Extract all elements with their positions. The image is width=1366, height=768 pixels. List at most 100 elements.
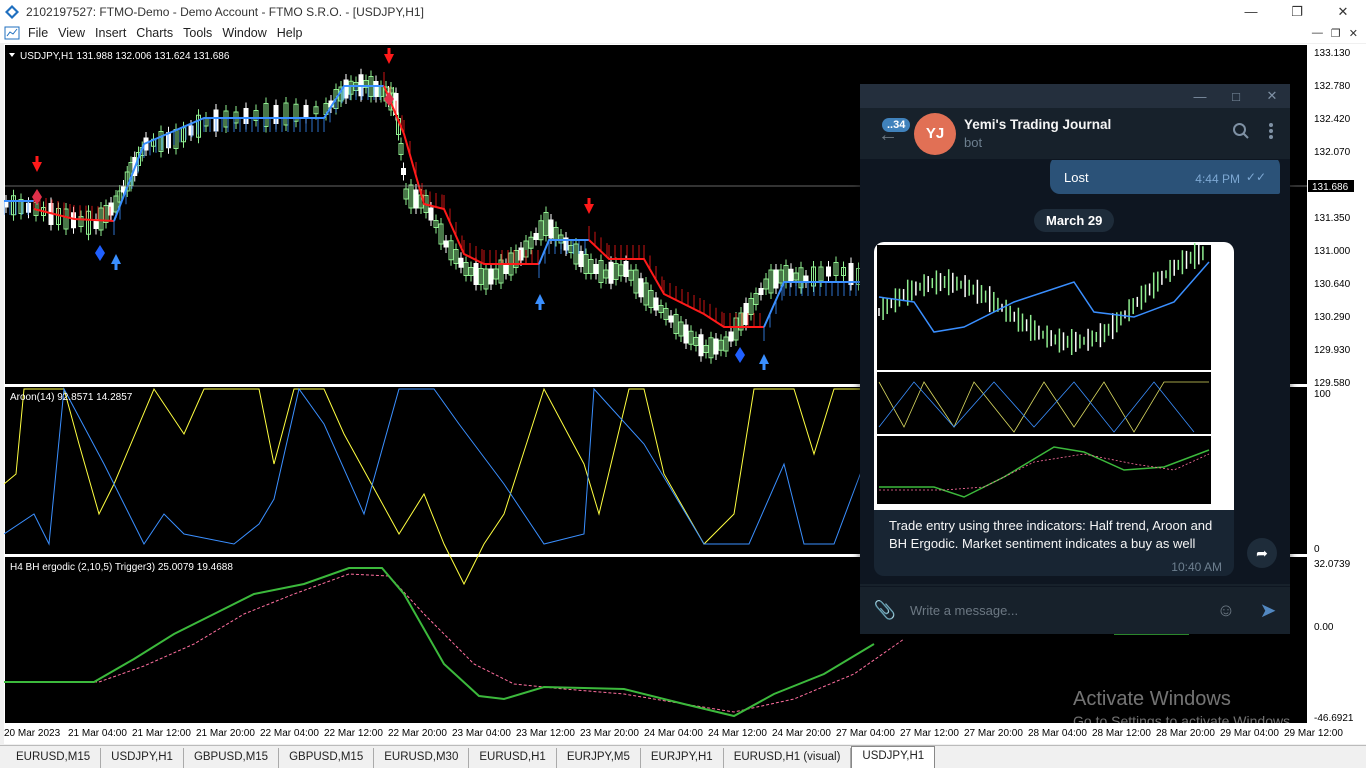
restore-icon[interactable]: ❐	[1291, 3, 1303, 19]
tab-eurusd-h1[interactable]: EURUSD,H1	[469, 748, 557, 768]
tab-eurjpy-m5[interactable]: EURJPY,M5	[556, 748, 641, 768]
signal-arrows	[32, 48, 769, 370]
aroon-axis-max: 100	[1314, 389, 1331, 400]
menu-window[interactable]: Window	[222, 26, 267, 40]
message-time: 4:44 PM	[1195, 172, 1240, 186]
time-axis-label: 27 Mar 20:00	[964, 728, 1023, 739]
chart-window-icon[interactable]	[4, 25, 20, 41]
photo-message[interactable]: Trade entry using three indicators: Half…	[874, 242, 1234, 576]
price-axis-label: 131.350	[1314, 213, 1351, 224]
tab-usdjpy-h1[interactable]: USDJPY,H1	[101, 748, 184, 768]
chart-header: USDJPY,H1 131.988 132.006 131.624 131.68…	[20, 51, 230, 62]
ergodic-axis-max: 32.0739	[1314, 559, 1351, 570]
menu-view[interactable]: View	[58, 26, 86, 40]
menu-file[interactable]: File	[28, 26, 49, 40]
price-axis-label: 129.930	[1314, 345, 1351, 356]
tg-maximize-icon[interactable]: □	[1232, 88, 1240, 104]
time-axis-label: 22 Mar 12:00	[324, 728, 383, 739]
minimize-icon[interactable]: —	[1244, 4, 1258, 19]
menu-help[interactable]: Help	[276, 26, 303, 40]
date-separator: March 29	[1034, 209, 1115, 232]
double-check-icon: ✓✓	[1245, 170, 1266, 184]
time-axis-label: 21 Mar 20:00	[196, 728, 255, 739]
tab-eurusd-m30[interactable]: EURUSD,M30	[374, 748, 470, 768]
more-vertical-icon[interactable]	[1268, 122, 1274, 140]
tab-eurusd-h1-visual-[interactable]: EURUSD,H1 (visual)	[723, 748, 852, 768]
current-price-tag	[1308, 180, 1354, 192]
price-axis-label: 132.420	[1314, 114, 1351, 125]
current-price-label: 131.686	[1312, 182, 1349, 193]
child-minimize-icon[interactable]: —	[1311, 26, 1323, 39]
price-axis-label: 132.780	[1314, 81, 1351, 92]
chart-tabs: EURUSD,M15 USDJPY,H1 GBPUSD,M15 GBPUSD,M15 E…	[0, 745, 1366, 768]
time-axis-label: 22 Mar 04:00	[260, 728, 319, 739]
time-axis-label: 27 Mar 04:00	[836, 728, 895, 739]
close-icon[interactable]: ✕	[1337, 3, 1349, 19]
price-axis-label: 129.580	[1314, 378, 1351, 389]
ergodic-axis-zero: 0.00	[1314, 622, 1334, 633]
telegram-window[interactable]: — □ ✕ ← ..34 YJ Yemi's Trading Journal b…	[860, 84, 1290, 634]
time-axis-label: 29 Mar 04:00	[1220, 728, 1279, 739]
chat-name[interactable]: Yemi's Trading Journal	[964, 117, 1112, 132]
activate-windows-watermark: Activate Windows	[1073, 688, 1231, 710]
attach-icon[interactable]: 📎	[873, 600, 897, 620]
menu-insert[interactable]: Insert	[95, 26, 127, 40]
photo-time: 10:40 AM	[1171, 560, 1222, 574]
avatar[interactable]: YJ	[914, 112, 956, 155]
metatrader-logo-icon	[5, 4, 19, 19]
menu-charts[interactable]: Charts	[136, 26, 174, 40]
tab-eurjpy-h1[interactable]: EURJPY,H1	[640, 748, 724, 768]
emoji-icon[interactable]: ☺	[1216, 600, 1236, 620]
time-axis-label: 24 Mar 12:00	[708, 728, 767, 739]
price-axis-label: 132.070	[1314, 147, 1351, 158]
chart-screenshot-thumbnail[interactable]	[874, 242, 1234, 510]
price-axis-label: 130.290	[1314, 312, 1351, 323]
telegram-title-bar: — □ ✕	[860, 84, 1290, 108]
time-axis-label: 27 Mar 12:00	[900, 728, 959, 739]
tab-eurusd-m15[interactable]: EURUSD,M15	[6, 748, 102, 768]
message-list[interactable]: Lost 4:44 PM ✓✓ March 29 Trade entry usi…	[860, 160, 1290, 584]
outgoing-message[interactable]: Lost 4:44 PM ✓✓	[1050, 160, 1280, 194]
aroon-lines	[4, 387, 865, 586]
tab-gbpusd-m15[interactable]: GBPUSD,M15	[183, 748, 280, 768]
tab-usdjpy-h1[interactable]: USDJPY,H1	[851, 746, 936, 768]
tab-gbpusd-m15[interactable]: GBPUSD,M15	[279, 748, 375, 768]
tg-close-icon[interactable]: ✕	[1266, 88, 1278, 103]
forward-button[interactable]: ➦	[1247, 538, 1277, 568]
time-axis-label: 28 Mar 12:00	[1092, 728, 1151, 739]
photo-caption: Trade entry using three indicators: Half…	[889, 518, 1213, 551]
child-close-icon[interactable]: ✕	[1348, 27, 1358, 40]
ergodic-axis-min: -46.6921	[1314, 713, 1354, 724]
window-title: 2102197527: FTMO-Demo - Demo Account - F…	[26, 4, 424, 19]
activate-windows-hint: Go to Settings to activate Windows.	[1073, 713, 1294, 729]
time-axis-label: 21 Mar 12:00	[132, 728, 191, 739]
search-icon[interactable]	[1232, 122, 1250, 140]
aroon-axis-min: 0	[1314, 544, 1320, 555]
time-axis-label: 20 Mar 2023	[4, 728, 61, 739]
menu-bar: File View Insert Charts Tools Window Hel…	[0, 23, 1366, 43]
half-trend-line	[4, 72, 864, 341]
child-restore-icon[interactable]: ❐	[1330, 27, 1341, 40]
back-button[interactable]: ← ..34	[860, 108, 914, 160]
title-bar: 2102197527: FTMO-Demo - Demo Account - F…	[0, 0, 1366, 23]
time-axis-label: 24 Mar 20:00	[772, 728, 831, 739]
time-axis-label: 23 Mar 12:00	[516, 728, 575, 739]
time-axis-label: 29 Mar 12:00	[1284, 728, 1343, 739]
send-icon[interactable]: ➤	[1259, 600, 1277, 622]
ergodic-label: H4 BH ergodic (2,10,5) Trigger3) 25.0079…	[10, 562, 233, 573]
time-axis-label: 28 Mar 04:00	[1028, 728, 1087, 739]
time-axis-label: 21 Mar 04:00	[68, 728, 127, 739]
chat-header: ← ..34 YJ Yemi's Trading Journal bot	[860, 108, 1290, 160]
message-input[interactable]: Write a message...	[910, 603, 1019, 618]
menu-tools[interactable]: Tools	[183, 26, 213, 40]
aroon-label: Aroon(14) 92.8571 14.2857	[10, 392, 133, 403]
time-axis-label: 24 Mar 04:00	[644, 728, 703, 739]
time-axis: 20 Mar 2023 21 Mar 04:00 21 Mar 12:00 21 Ma…	[4, 728, 1343, 739]
price-axis-label: 130.640	[1314, 279, 1351, 290]
tg-minimize-icon[interactable]: —	[1193, 88, 1207, 104]
chart-header-dropdown-icon[interactable]	[9, 53, 15, 57]
ergodic-lines	[4, 567, 1189, 718]
price-axis-label: 131.000	[1314, 246, 1351, 257]
forward-icon: ➦	[1256, 544, 1268, 561]
message-text: Lost	[1064, 170, 1089, 185]
